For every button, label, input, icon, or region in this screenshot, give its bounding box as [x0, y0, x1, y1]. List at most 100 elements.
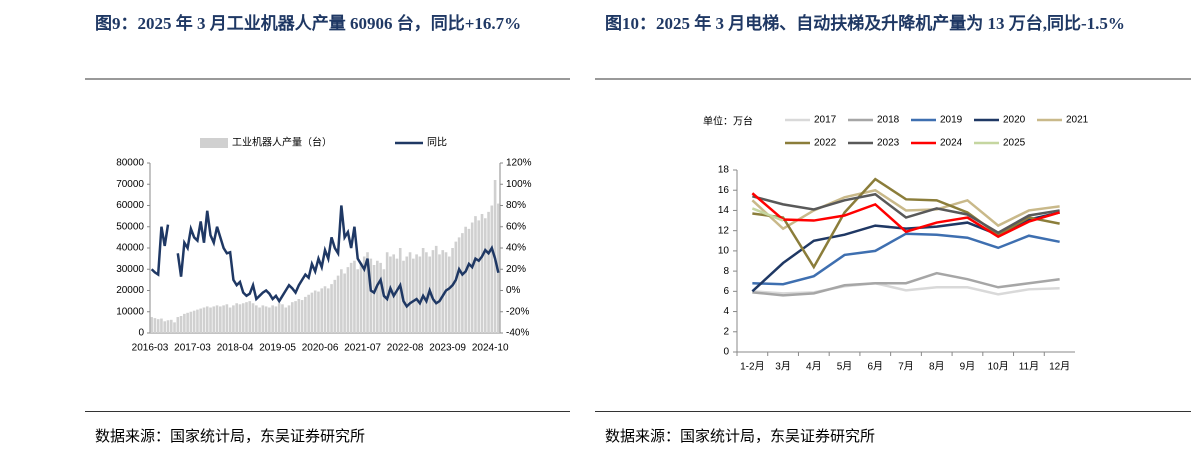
bar	[192, 310, 196, 333]
legend-label: 同比	[427, 137, 447, 149]
y-tick-label: 6	[723, 286, 729, 297]
bar	[153, 318, 157, 333]
x-tick-label: 2018-04	[217, 343, 254, 354]
bar	[166, 320, 170, 333]
bar	[245, 302, 248, 333]
bar	[232, 305, 235, 333]
bar	[487, 211, 490, 333]
bar	[389, 256, 392, 333]
bar	[290, 302, 294, 333]
bar	[176, 317, 180, 333]
x-tick-label: 2019-05	[259, 343, 296, 354]
series-line	[752, 281, 1060, 296]
x-tick-label: 2016-03	[132, 343, 169, 354]
bar	[343, 273, 346, 333]
bar	[451, 248, 454, 333]
bar	[287, 305, 291, 333]
bar	[428, 256, 431, 333]
bar	[235, 303, 238, 333]
bar	[483, 218, 487, 333]
y-tick-label: 20000	[116, 285, 144, 296]
y2-tick-label: 80%	[506, 200, 526, 211]
y-tick-label: 18	[718, 165, 730, 176]
bar	[264, 306, 268, 333]
bar	[241, 303, 245, 333]
bar	[228, 307, 232, 333]
bar	[346, 267, 350, 333]
bar	[186, 312, 189, 333]
x-tick-label: 2022-08	[387, 343, 424, 354]
series-line	[751, 207, 784, 222]
bar	[326, 288, 330, 333]
bar	[421, 248, 425, 333]
bar	[434, 245, 438, 333]
y-tick-label: 16	[718, 185, 730, 196]
x-tick-label: 1-2月	[740, 361, 764, 373]
series-line	[176, 205, 500, 309]
bar	[304, 296, 307, 333]
y-tick-label: 4	[723, 306, 729, 317]
y-tick-label: 14	[718, 205, 730, 216]
x-tick-label: 2020-06	[302, 343, 339, 354]
bar	[150, 317, 153, 333]
legend-label: 2022	[814, 138, 837, 149]
y-tick-label: 60000	[116, 200, 144, 211]
bar	[255, 305, 258, 333]
series-line	[752, 232, 1060, 286]
bar	[199, 308, 203, 333]
bar	[441, 250, 445, 333]
series-line	[751, 192, 1060, 239]
legend-label: 2018	[877, 115, 900, 126]
bar	[323, 286, 327, 333]
x-tick-label: 12月	[1049, 361, 1070, 373]
bar	[215, 305, 219, 333]
bar	[268, 307, 271, 333]
bar	[258, 307, 261, 333]
bar	[238, 304, 242, 333]
bar	[454, 241, 458, 333]
y-tick-label: 2	[723, 326, 729, 337]
bar	[379, 262, 382, 333]
unit-label: 单位：万台	[703, 115, 753, 128]
bar	[385, 252, 389, 333]
bar	[173, 322, 176, 333]
bar	[163, 321, 167, 333]
bar	[183, 313, 186, 333]
bar	[418, 256, 422, 333]
legend-label: 2025	[1003, 138, 1026, 149]
bar	[297, 299, 301, 333]
y-tick-label: 0	[138, 328, 144, 339]
x-tick-label: 2024-10	[472, 343, 509, 354]
y-tick-label: 12	[718, 225, 730, 236]
rule	[595, 78, 1191, 80]
x-tick-label: 11月	[1019, 361, 1039, 373]
bar	[330, 284, 333, 333]
bar	[248, 301, 252, 333]
bar	[205, 306, 209, 333]
bar	[333, 279, 337, 333]
x-tick-label: 2017-03	[174, 343, 211, 354]
x-tick-label: 6月	[867, 361, 883, 373]
bar	[307, 294, 310, 333]
y2-tick-label: -20%	[506, 306, 529, 317]
legend-swatch	[200, 138, 228, 148]
bar	[477, 220, 481, 333]
legend-label: 2024	[940, 138, 963, 149]
bar	[366, 252, 369, 333]
x-tick-label: 2021-07	[344, 343, 381, 354]
bar	[470, 222, 474, 333]
bar	[261, 305, 265, 333]
bar	[340, 269, 343, 333]
y-tick-label: 50000	[116, 221, 144, 232]
bar	[405, 256, 409, 333]
bar	[196, 309, 199, 333]
bar	[300, 300, 304, 333]
y2-tick-label: 60%	[506, 221, 526, 232]
bar	[412, 258, 415, 333]
y-tick-label: 10000	[116, 306, 144, 317]
bar	[274, 306, 278, 333]
series-line	[150, 224, 170, 277]
rule	[85, 411, 570, 412]
bar	[353, 260, 356, 333]
